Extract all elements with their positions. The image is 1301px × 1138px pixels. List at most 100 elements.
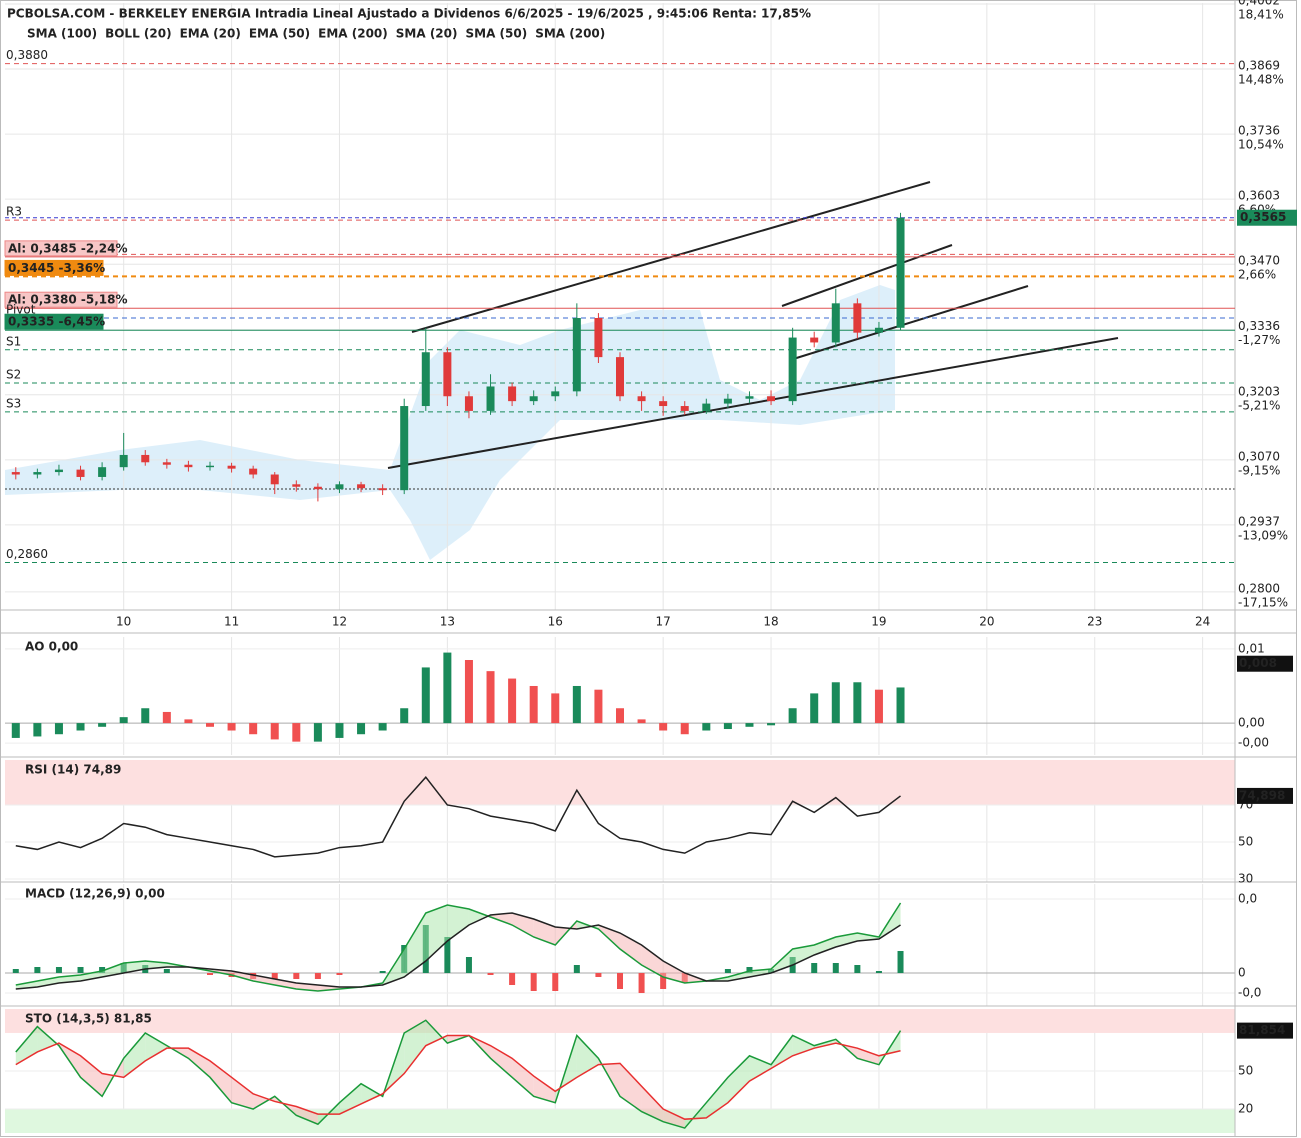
ao-bar [874, 689, 883, 724]
spread-fill [576, 1035, 599, 1078]
candle-body [486, 386, 495, 411]
spread-fill [188, 1048, 210, 1078]
candle-body [98, 467, 107, 477]
y-tick-label: -0,0 [1238, 986, 1261, 1000]
candle-body [292, 484, 301, 487]
y-tick-label: 0 [1238, 966, 1246, 980]
spread-fill [231, 971, 254, 981]
level-tag [4, 259, 104, 276]
x-tick-label: 23 [1087, 615, 1102, 629]
stoch-d-line [15, 1034, 901, 1120]
macd-bar [811, 963, 818, 973]
ao-bar [896, 687, 905, 724]
candle-body [896, 217, 905, 328]
candle-body [464, 396, 473, 411]
ao-bar [270, 723, 279, 740]
ao-bar [767, 723, 776, 726]
candle-body [723, 398, 732, 404]
macd-bar [552, 973, 559, 991]
spread-fill [80, 1055, 103, 1097]
oversold-band [5, 1109, 1235, 1133]
ao-bar [853, 682, 862, 724]
macd-bar [746, 967, 753, 973]
level-label: R3 [6, 205, 22, 219]
macd-bar [638, 973, 645, 993]
spread-fill [253, 975, 275, 985]
ao-bar [98, 723, 107, 727]
macd-bar [379, 971, 386, 973]
x-tick-label: 20 [979, 615, 994, 629]
spread-fill [512, 1058, 534, 1097]
level-tag [4, 291, 118, 308]
last-price-tag [1237, 209, 1297, 226]
spread-fill [533, 1076, 556, 1103]
candle-body [206, 465, 214, 468]
x-tick-label: 10 [116, 615, 131, 629]
ao-bar [508, 678, 517, 724]
x-tick-label: 13 [440, 615, 455, 629]
spread-fill [857, 1048, 879, 1065]
value-box-label: 74,898 [1239, 788, 1285, 802]
ao-bar [400, 708, 409, 724]
legend-entry: SMA (50) [465, 27, 527, 41]
value-box-label: 81,854 [1239, 1023, 1285, 1037]
spread-fill [15, 1026, 38, 1065]
macd-bar [34, 967, 41, 973]
candle-body [529, 396, 538, 402]
level-label: Pivot [6, 302, 36, 316]
level-tag-label: Al: 0,3380 -5,18% [8, 293, 127, 307]
y-tick-label: -0,00 [1238, 736, 1269, 750]
spread-fill [620, 933, 642, 965]
y-tick-percent: -1,27% [1238, 333, 1280, 347]
legend-entry: EMA (200) [318, 27, 388, 41]
macd-bar [293, 973, 300, 979]
spread-fill [727, 1055, 750, 1103]
spread-fill [123, 1032, 146, 1078]
x-tick-label: 17 [656, 615, 671, 629]
ao-bar [33, 723, 42, 737]
ao-bar [551, 693, 560, 724]
spread-fill [814, 937, 836, 955]
spread-fill [37, 977, 59, 987]
y-tick-label: 0,0 [1238, 892, 1257, 906]
spread-fill [274, 979, 297, 989]
candle-body [54, 469, 63, 473]
bollinger-band [5, 285, 895, 560]
candle-body [659, 401, 668, 407]
trendline [789, 285, 1029, 361]
candle-body [443, 352, 452, 397]
macd-bar [530, 973, 537, 991]
ao-bar [788, 708, 797, 724]
macd-bar [271, 973, 278, 979]
spread-fill [727, 971, 750, 981]
macd-bar [854, 965, 861, 973]
macd-bar [336, 973, 343, 975]
spread-fill [663, 961, 685, 983]
candle-body [702, 403, 711, 411]
y-tick-label: 0,2937 [1238, 514, 1280, 528]
candle-body [616, 357, 624, 397]
level-label: 0,2860 [6, 547, 48, 561]
level-label: 0,3880 [6, 48, 48, 62]
macd-bar [314, 973, 321, 979]
macd-bar [832, 963, 839, 973]
spread-fill [425, 905, 448, 961]
overbought-band [5, 760, 1235, 805]
candle-body [335, 484, 344, 490]
candle-body [810, 337, 819, 343]
candle-body [874, 327, 883, 333]
macd-bar [617, 973, 623, 989]
ao-bar [594, 689, 603, 724]
y-tick-percent: -17,15% [1238, 595, 1288, 609]
ao-bar [723, 723, 732, 730]
ao-bar [659, 723, 668, 731]
ao-bar [680, 723, 689, 735]
overbought-band [5, 1009, 1235, 1033]
macd-bar [163, 969, 170, 973]
candle-body [76, 469, 85, 477]
spread-fill [231, 1077, 254, 1110]
spread-fill [684, 1102, 707, 1129]
main-panel [5, 3, 1235, 1133]
x-tick-label: 11 [224, 615, 239, 629]
